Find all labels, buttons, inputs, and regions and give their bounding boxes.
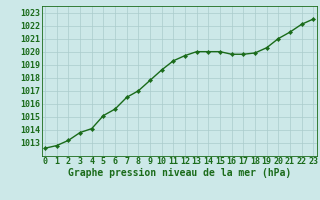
X-axis label: Graphe pression niveau de la mer (hPa): Graphe pression niveau de la mer (hPa) bbox=[68, 168, 291, 178]
